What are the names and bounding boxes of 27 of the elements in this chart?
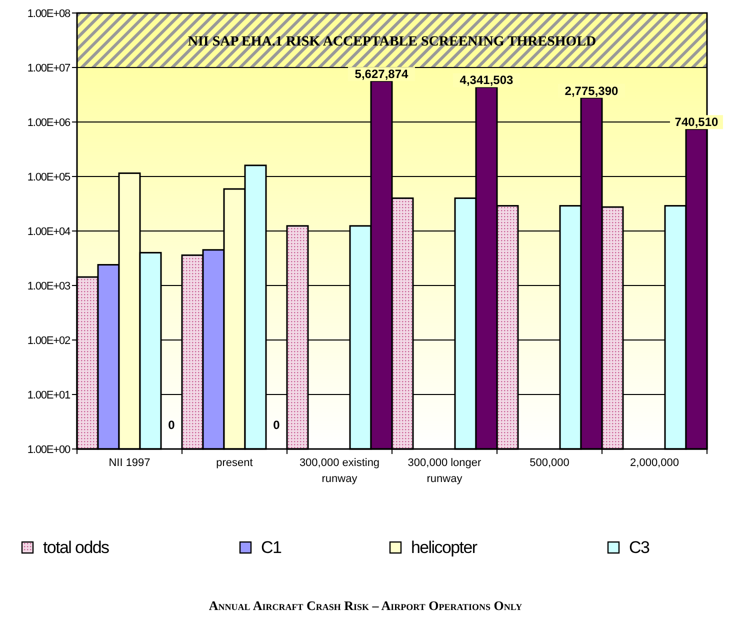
data-label: 5,627,874 [354, 67, 409, 82]
data-label: 4,341,503 [460, 73, 514, 88]
legend-label: C1 [261, 538, 282, 557]
x-tick-label: NII 1997 [108, 457, 150, 469]
annotation: 0 [273, 418, 280, 432]
y-tick-label: 1.00E+07 [27, 62, 70, 74]
y-tick-label: 1.00E+01 [27, 390, 70, 402]
annotation: 0 [168, 418, 176, 432]
y-tick-label: 1.00E+00 [27, 444, 70, 456]
x-tick-label: present [216, 457, 253, 469]
y-tick-label: 1.00E+05 [27, 172, 70, 184]
x-tick-label: 500,000 [530, 457, 570, 469]
x-tick-label: 300,000 existing runway [299, 457, 380, 485]
x-tick-label: 2,000,000 [630, 457, 679, 469]
legend-label: total odds [43, 538, 110, 557]
legend-label: C3 [629, 538, 650, 557]
y-tick-label: 1.00E+02 [27, 335, 70, 347]
y-tick-label: 1.00E+03 [27, 280, 70, 292]
y-tick-label: 1.00E+04 [27, 226, 70, 238]
text: Annual Aircraft Crash Risk – Airport Operations Only [208, 598, 523, 613]
x-tick-label: 300,000 longer runway [408, 457, 482, 485]
data-label: 2,775,390 [564, 84, 619, 98]
band-label: NII SAP EHA.1 RISK ACCEPTABLE SCREENING THRESHOLD [188, 34, 596, 50]
data-label: 740,510 [674, 115, 719, 130]
y-tick-label: 1.00E+08 [27, 8, 70, 20]
legend-label: helicopter [411, 538, 478, 557]
y-tick-label: 1.00E+06 [27, 117, 70, 129]
